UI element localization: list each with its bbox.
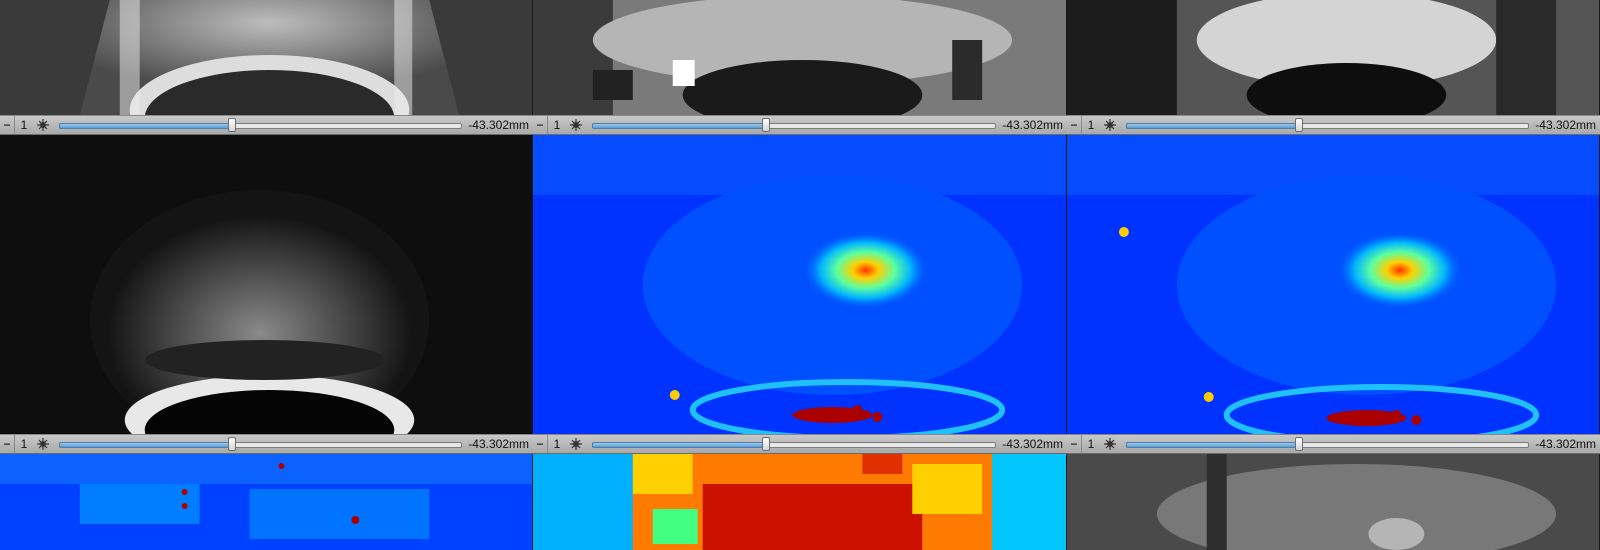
tools-icon[interactable]	[33, 435, 53, 453]
slider-thumb[interactable]	[761, 437, 770, 451]
frame-number: 1	[1087, 118, 1095, 132]
tools-icon[interactable]	[566, 116, 586, 134]
viewport-toolbar: − 1 -43.302mm	[533, 115, 1067, 135]
viewport-toolbar: − 1 -43.302mm	[0, 434, 533, 454]
viewport-5[interactable]	[533, 135, 1067, 434]
frame-number: 1	[553, 437, 561, 451]
slice-slider[interactable]	[59, 435, 463, 453]
slice-slider[interactable]	[1126, 116, 1530, 134]
adc-map-image	[533, 0, 1066, 115]
tools-icon[interactable]	[1100, 435, 1120, 453]
tools-icon[interactable]	[566, 435, 586, 453]
viewport-8[interactable]	[533, 454, 1067, 550]
dce-colormap-image-2	[1067, 135, 1599, 434]
collapse-button[interactable]: −	[533, 116, 548, 134]
slice-slider[interactable]	[592, 435, 997, 453]
dce-colormap-image	[533, 135, 1066, 434]
slice-position: -43.302mm	[1002, 437, 1063, 451]
viewport-9[interactable]	[1067, 454, 1600, 550]
collapse-button[interactable]: −	[0, 435, 15, 453]
tools-icon[interactable]	[1100, 116, 1120, 134]
viewport-6[interactable]	[1067, 135, 1600, 434]
slider-fill	[1126, 442, 1302, 448]
frame-number: 1	[20, 118, 28, 132]
viewport-1[interactable]	[0, 0, 533, 115]
frame-number: 1	[20, 437, 28, 451]
viewport-toolbar: − 1 -43.302mm	[533, 434, 1067, 454]
slider-thumb[interactable]	[761, 118, 770, 132]
viewport-7[interactable]	[0, 454, 533, 550]
jet-red-image	[533, 454, 1066, 550]
slice-slider[interactable]	[59, 116, 463, 134]
viewport-3[interactable]	[1067, 0, 1600, 115]
slider-thumb[interactable]	[1295, 437, 1304, 451]
slider-fill	[59, 442, 235, 448]
slice-slider[interactable]	[592, 116, 997, 134]
collapse-button[interactable]: −	[533, 435, 548, 453]
adc-smooth-image	[1067, 0, 1599, 115]
dwi-image	[0, 135, 532, 434]
viewport-4[interactable]	[0, 135, 533, 434]
slider-fill	[592, 123, 768, 129]
slider-thumb[interactable]	[228, 437, 237, 451]
slider-fill	[1126, 123, 1302, 129]
frame-number: 1	[553, 118, 561, 132]
t2-axial-image	[0, 0, 532, 115]
slice-position: -43.302mm	[1535, 437, 1596, 451]
jet-blue-image	[0, 454, 532, 550]
collapse-button[interactable]: −	[1067, 116, 1082, 134]
viewport-toolbar: − 1 -43.302mm	[1067, 115, 1600, 135]
collapse-button[interactable]: −	[1067, 435, 1082, 453]
t2-grayscale-image	[1067, 454, 1599, 550]
slice-slider[interactable]	[1126, 435, 1530, 453]
slice-position: -43.302mm	[468, 437, 529, 451]
slider-fill	[592, 442, 768, 448]
viewport-toolbar: − 1 -43.302mm	[1067, 434, 1600, 454]
slice-position: -43.302mm	[1002, 118, 1063, 132]
slice-position: -43.302mm	[1535, 118, 1596, 132]
collapse-button[interactable]: −	[0, 116, 15, 134]
slice-position: -43.302mm	[468, 118, 529, 132]
frame-number: 1	[1087, 437, 1095, 451]
tools-icon[interactable]	[33, 116, 53, 134]
viewport-toolbar: − 1 -43.302mm	[0, 115, 533, 135]
slider-fill	[59, 123, 235, 129]
slider-thumb[interactable]	[228, 118, 237, 132]
slider-thumb[interactable]	[1295, 118, 1304, 132]
viewport-2[interactable]	[533, 0, 1067, 115]
